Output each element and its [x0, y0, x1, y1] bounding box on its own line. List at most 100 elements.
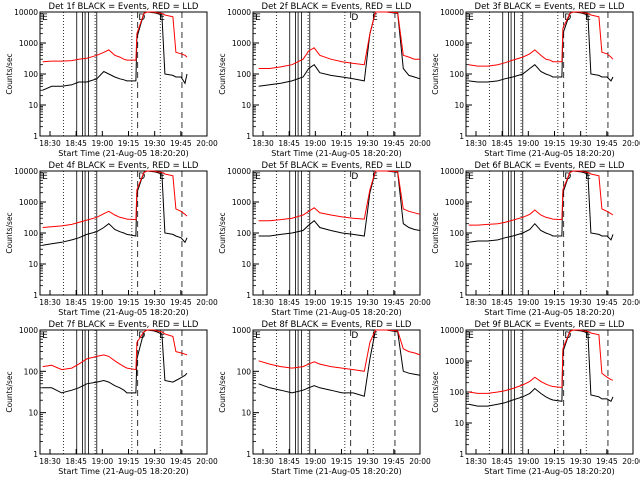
x-tick-label: 18:45	[491, 457, 513, 466]
x-tick-label: 19:15	[331, 139, 353, 148]
y-axis-label: Counts/sec	[431, 371, 440, 412]
panel-title: Det 2f BLACK = Events, RED = LLD	[262, 2, 412, 12]
y-tick-label: 10000	[14, 167, 38, 176]
lld-series-line	[258, 329, 421, 372]
x-tick-label: 19:45	[596, 457, 618, 466]
panel-title: Det 8f BLACK = Events, RED = LLD	[262, 320, 412, 330]
x-tick-label: 18:30	[252, 457, 274, 466]
detector-panel: Det 6f BLACK = Events, RED = LLD 1 10 100 10…	[431, 161, 640, 317]
events-series-line	[468, 11, 614, 83]
time-marker-letter: D	[351, 13, 358, 23]
time-marker-letter: E	[255, 172, 261, 182]
events-series-line	[42, 11, 188, 91]
x-tick-label: 18:45	[491, 139, 513, 148]
y-tick-label: 1	[459, 291, 464, 300]
y-tick-label: 10	[241, 409, 251, 418]
y-tick-label: 1	[246, 291, 251, 300]
time-marker-letter: D	[351, 172, 358, 182]
x-tick-label: 18:30	[252, 298, 274, 307]
time-marker-letter: E	[42, 13, 48, 23]
y-tick-label: 100	[24, 229, 39, 238]
y-tick-label: 1000	[232, 198, 251, 207]
y-tick-label: 10	[454, 419, 464, 428]
y-tick-label: 100	[237, 70, 252, 79]
y-tick-label: 100	[237, 367, 252, 376]
y-tick-label: 10	[28, 409, 38, 418]
y-axis-label: Counts/sec	[5, 53, 14, 94]
lld-series-line	[42, 329, 188, 371]
x-tick-label: 18:30	[465, 298, 487, 307]
panel-title: Det 5f BLACK = Events, RED = LLD	[262, 161, 412, 171]
x-tick-label: 19:45	[170, 298, 192, 307]
plot-frame	[252, 329, 421, 455]
x-tick-label: 19:45	[596, 298, 618, 307]
y-tick-label: 10000	[14, 8, 38, 17]
x-tick-label: 19:30	[144, 139, 166, 148]
x-tick-label: 19:00	[518, 298, 540, 307]
x-axis-label: Start Time (21-Aug-05 18:20:20)	[271, 308, 402, 317]
time-marker-letter: E	[468, 172, 474, 182]
x-tick-label: 18:45	[65, 139, 87, 148]
x-tick-label: 19:00	[305, 139, 327, 148]
events-series-line	[468, 170, 614, 243]
x-axis-label: Start Time (21-Aug-05 18:20:20)	[58, 308, 189, 317]
y-tick-label: 10	[454, 260, 464, 269]
y-tick-label: 10	[241, 101, 251, 110]
x-tick-label: 20:00	[196, 139, 218, 148]
y-tick-label: 1	[246, 450, 251, 459]
x-axis-label: Start Time (21-Aug-05 18:20:20)	[271, 467, 402, 476]
y-tick-label: 100	[450, 229, 465, 238]
time-marker-letter: E	[468, 331, 474, 341]
y-axis-label: Counts/sec	[431, 212, 440, 253]
x-tick-label: 18:45	[65, 298, 87, 307]
y-tick-label: 10	[241, 260, 251, 269]
y-tick-label: 100	[450, 388, 465, 397]
x-tick-label: 19:15	[544, 139, 566, 148]
panel-title: Det 1f BLACK = Events, RED = LLD	[49, 2, 199, 12]
x-tick-label: 19:30	[570, 298, 592, 307]
lld-series-line	[42, 170, 188, 228]
detector-panel: Det 5f BLACK = Events, RED = LLD 1 10 100 10…	[218, 161, 431, 317]
x-tick-label: 20:00	[622, 457, 640, 466]
y-axis-label: Counts/sec	[218, 371, 227, 412]
x-axis-label: Start Time (21-Aug-05 18:20:20)	[58, 149, 189, 158]
x-tick-label: 19:30	[357, 139, 379, 148]
detector-panel: Det 3f BLACK = Events, RED = LLD 1 10 100 10…	[431, 2, 640, 158]
y-tick-label: 10	[28, 101, 38, 110]
x-tick-label: 19:45	[170, 457, 192, 466]
x-tick-label: 19:30	[144, 457, 166, 466]
x-tick-label: 19:15	[544, 457, 566, 466]
x-axis-label: Start Time (21-Aug-05 18:20:20)	[484, 467, 615, 476]
x-tick-label: 19:30	[357, 298, 379, 307]
x-tick-label: 20:00	[622, 298, 640, 307]
time-marker-letter: E	[255, 13, 261, 23]
x-tick-label: 20:00	[409, 457, 431, 466]
y-axis-label: Counts/sec	[5, 212, 14, 253]
y-tick-label: 10	[28, 260, 38, 269]
y-tick-label: 1000	[19, 39, 38, 48]
x-tick-label: 19:15	[544, 298, 566, 307]
time-marker-letter: E	[42, 331, 48, 341]
panel-title: Det 6f BLACK = Events, RED = LLD	[475, 161, 625, 171]
lld-series-line	[468, 11, 614, 67]
time-marker-letter: E	[372, 331, 378, 341]
x-tick-label: 19:45	[383, 457, 405, 466]
x-tick-label: 19:00	[518, 139, 540, 148]
x-tick-label: 20:00	[409, 298, 431, 307]
panel-title: Det 9f BLACK = Events, RED = LLD	[475, 320, 625, 330]
events-series-line	[468, 329, 614, 407]
y-tick-label: 1000	[19, 198, 38, 207]
y-axis-label: Counts/sec	[5, 371, 14, 412]
x-tick-label: 19:45	[383, 139, 405, 148]
x-tick-label: 18:45	[278, 457, 300, 466]
x-tick-label: 19:30	[570, 139, 592, 148]
events-series-line	[258, 11, 421, 87]
x-tick-label: 19:30	[144, 298, 166, 307]
detector-panel: Det 8f BLACK = Events, RED = LLD 1 10 100 10…	[218, 320, 431, 476]
x-tick-label: 19:00	[305, 457, 327, 466]
y-tick-label: 10000	[440, 8, 464, 17]
x-tick-label: 18:45	[491, 298, 513, 307]
detector-panel: Det 4f BLACK = Events, RED = LLD 1 10 100 10…	[5, 161, 218, 317]
y-axis-label: Counts/sec	[218, 53, 227, 94]
